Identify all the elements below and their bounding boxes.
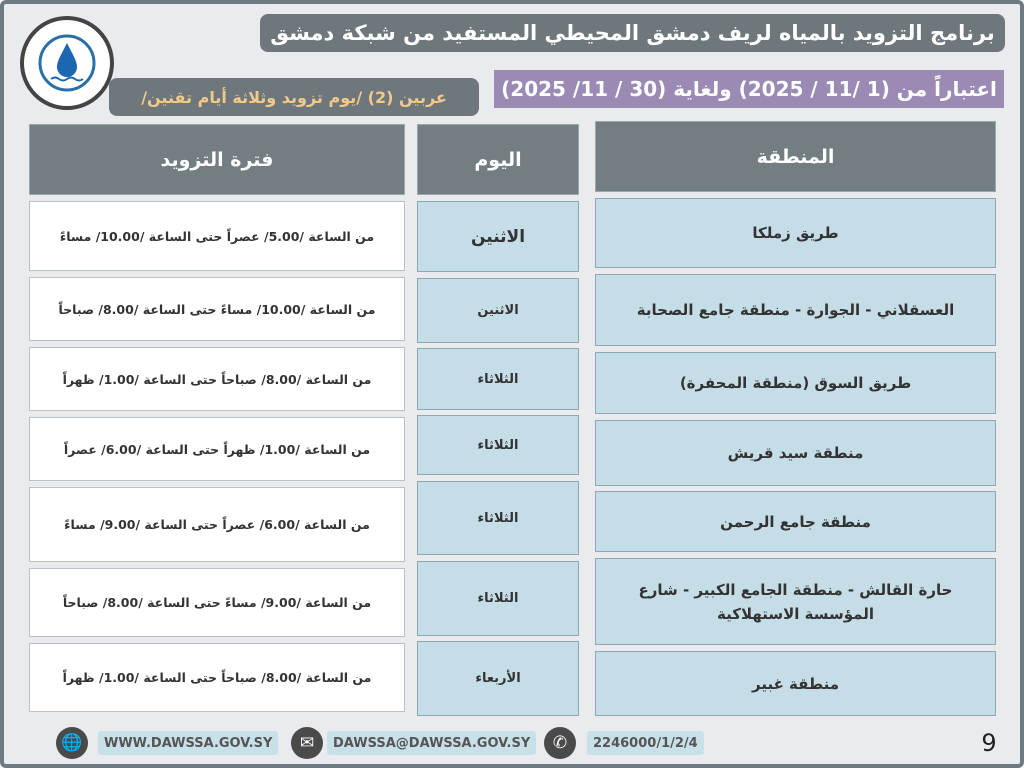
area-cell: العسقلاني - الجوارة - منطقة جامع الصحابة [595, 274, 996, 346]
area-cell: منطقة جامع الرحمن [595, 491, 996, 552]
header-area: المنطقة [595, 121, 996, 192]
period-cell: من الساعة /5.00/ عصراً حتى الساعة /10.00… [29, 201, 405, 271]
phone-number: 2246000/1/2/4 [587, 731, 704, 755]
day-cell: الأربعاء [417, 641, 579, 716]
area-cell: منطقة غبير [595, 651, 996, 716]
day-cell: الثلاثاء [417, 481, 579, 555]
area-cell: حارة القالش - منطقة الجامع الكبير - شارع… [595, 558, 996, 645]
day-cell: الثلاثاء [417, 415, 579, 475]
area-cell: طريق السوق (منطقة المحفرة) [595, 352, 996, 414]
date-range: اعتباراً من (1 /11 / 2025) ولغاية (30 / … [494, 70, 1004, 108]
period-cell: من الساعة /10.00/ مساءً حتى الساعة /8.00… [29, 277, 405, 341]
period-cell: من الساعة /8.00/ صباحاً حتى الساعة /1.00… [29, 347, 405, 411]
area-cell: طريق زملكا [595, 198, 996, 268]
day-cell: الثلاثاء [417, 348, 579, 410]
day-cell: الثلاثاء [417, 561, 579, 636]
period-cell: من الساعة /1.00/ ظهراً حتى الساعة /6.00/… [29, 417, 405, 481]
mail-icon: ✉ [291, 727, 323, 759]
email-link[interactable]: DAWSSA@DAWSSA.GOV.SY [327, 731, 537, 755]
period-cell: من الساعة /6.00/ عصراً حتى الساعة /9.00/… [29, 487, 405, 562]
dawssa-logo [20, 16, 114, 110]
period-cell: من الساعة /8.00/ صباحاً حتى الساعة /1.00… [29, 643, 405, 712]
page-number: 9 [981, 729, 997, 757]
phone-icon: ✆ [544, 727, 576, 759]
area-cell: منطقة سيد قريش [595, 420, 996, 486]
day-cell: الاثنين [417, 278, 579, 343]
globe-icon: 🌐 [56, 727, 88, 759]
header-day: اليوم [417, 124, 579, 195]
schedule-note: عربين (2) /يوم تزويد وثلاثة أيام تقنين/ [109, 78, 479, 116]
header-period: فترة التزويد [29, 124, 405, 195]
page-title: برنامج التزويد بالمياه لريف دمشق المحيطي… [260, 14, 1005, 52]
period-cell: من الساعة /9.00/ مساءً حتى الساعة /8.00/… [29, 568, 405, 637]
website-link[interactable]: WWW.DAWSSA.GOV.SY [98, 731, 279, 755]
day-cell: الاثنين [417, 201, 579, 272]
